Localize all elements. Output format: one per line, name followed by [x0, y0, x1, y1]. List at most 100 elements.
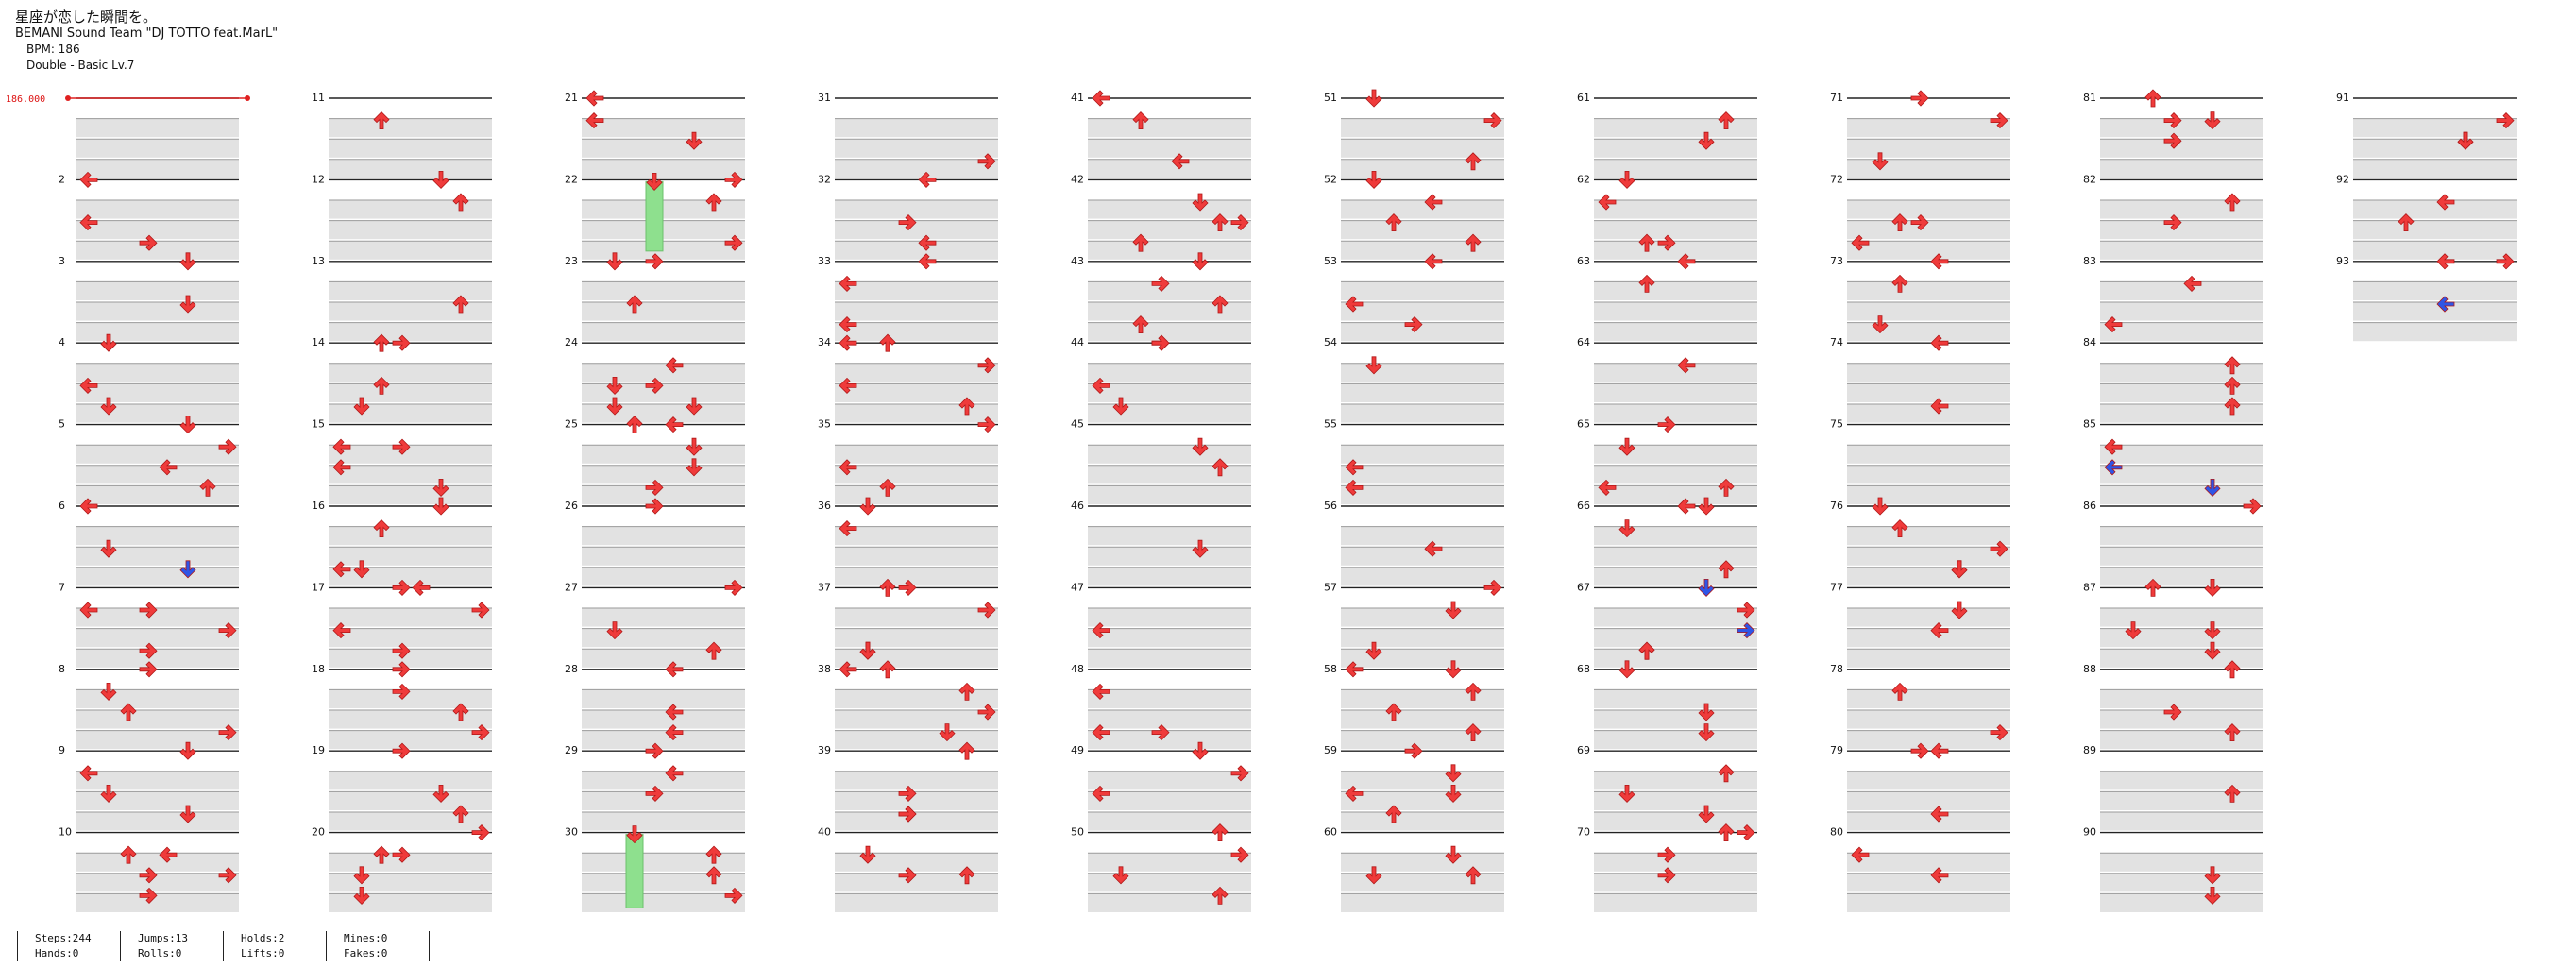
step-arrow: [1192, 539, 1209, 558]
step-arrow-shape: [918, 171, 937, 188]
beat-band: [1594, 608, 1757, 627]
beat-band: [582, 526, 745, 546]
measure-row: [1341, 261, 1504, 282]
step-arrow: [392, 579, 411, 596]
step-arrow-shape: [353, 397, 370, 416]
step-arrow-shape: [1930, 253, 1949, 270]
step-arrow-shape: [1638, 641, 1655, 660]
step-arrow-shape: [2204, 111, 2221, 130]
beat-band: [582, 567, 745, 586]
measure-number: 75: [1830, 418, 1843, 431]
step-arrow: [705, 845, 722, 864]
step-arrow: [1445, 845, 1462, 864]
step-arrow: [1465, 233, 1482, 252]
measure-number: 59: [1324, 744, 1337, 756]
step-arrow: [977, 153, 996, 170]
beat-band: [582, 159, 745, 178]
step-arrow: [1365, 641, 1382, 660]
step-arrow-shape: [1737, 622, 1755, 639]
step-arrow-shape: [606, 376, 623, 395]
measure-number: 74: [1830, 336, 1843, 348]
measure-row: [1847, 669, 2010, 690]
step-arrow: [332, 622, 351, 639]
beat-band: [835, 281, 998, 300]
step-arrow: [1951, 560, 1968, 579]
beat-band: [2100, 445, 2263, 464]
step-arrow-shape: [392, 846, 411, 863]
measure-number: 35: [818, 418, 831, 431]
step-arrow: [2104, 459, 2123, 476]
beat-band: [1088, 485, 1251, 504]
measure-row: [582, 261, 745, 282]
step-arrow: [373, 845, 390, 864]
step-arrow: [918, 171, 937, 188]
beat-band: [1847, 812, 2010, 831]
song-header: 星座が恋した瞬間を。 BEMANI Sound Team "DJ TOTTO f…: [15, 9, 278, 74]
step-arrow: [626, 295, 643, 314]
measure-row: [1847, 506, 2010, 527]
step-arrow-shape: [1151, 275, 1170, 292]
beat-band: [582, 322, 745, 342]
step-arrow: [1345, 479, 1364, 496]
measure-row: [582, 343, 745, 364]
beat-band: [329, 567, 492, 586]
step-arrow: [1212, 886, 1229, 905]
measure-row: [835, 751, 998, 772]
step-arrow-shape: [432, 785, 449, 803]
measure-row: [1088, 506, 1251, 527]
step-arrow: [159, 846, 178, 863]
bpm-marker-dot: [245, 95, 250, 101]
step-arrow: [645, 377, 664, 394]
step-arrow: [665, 704, 684, 721]
beat-band: [2100, 853, 2263, 872]
step-arrow: [879, 333, 896, 352]
beat-band: [76, 771, 239, 790]
measure-number: 22: [565, 173, 578, 185]
step-arrow: [898, 867, 917, 884]
step-arrow-shape: [1698, 131, 1715, 150]
beat-band: [582, 383, 745, 402]
measure-row: [1088, 669, 1251, 690]
step-arrow: [2204, 887, 2221, 905]
beat-band: [582, 465, 745, 484]
step-arrow-shape: [218, 622, 237, 639]
beat-band: [1341, 118, 1504, 138]
beat-band: [835, 445, 998, 464]
step-arrow-shape: [218, 724, 237, 741]
stat-jumps: Jumps:13: [138, 932, 188, 944]
measure-row: [1594, 261, 1757, 282]
step-arrow: [432, 479, 449, 497]
step-arrow: [686, 437, 703, 456]
step-arrow-shape: [1718, 478, 1735, 497]
step-arrow: [665, 416, 684, 433]
step-arrow: [839, 316, 857, 333]
step-arrow: [1930, 742, 1949, 759]
measure-row: [2100, 343, 2263, 364]
beat-band: [2100, 241, 2263, 260]
step-arrow-shape: [977, 357, 996, 374]
measure-number: 69: [1577, 744, 1590, 756]
step-arrow: [645, 253, 664, 270]
step-arrow: [977, 704, 996, 721]
beat-band: [76, 628, 239, 648]
step-arrow-shape: [2144, 578, 2161, 597]
stat-fakes: Fakes:0: [344, 947, 388, 959]
step-arrow: [1445, 785, 1462, 803]
step-arrow-shape: [665, 704, 684, 721]
stat-holds: Holds:2: [241, 932, 285, 944]
step-arrow: [1092, 90, 1110, 107]
step-arrow-shape: [1737, 824, 1755, 841]
step-arrow: [218, 724, 237, 741]
step-arrow-shape: [2436, 296, 2455, 313]
step-arrow: [218, 438, 237, 455]
step-arrow: [724, 171, 743, 188]
step-arrow: [1212, 213, 1229, 232]
measure-number: 38: [818, 663, 831, 675]
step-arrow-shape: [392, 683, 411, 700]
step-arrow-shape: [1404, 742, 1423, 759]
step-arrow: [353, 866, 370, 885]
beat-band: [1594, 873, 1757, 892]
measure-row: [1847, 587, 2010, 608]
step-arrow: [392, 742, 411, 759]
measure-number: 29: [565, 744, 578, 756]
